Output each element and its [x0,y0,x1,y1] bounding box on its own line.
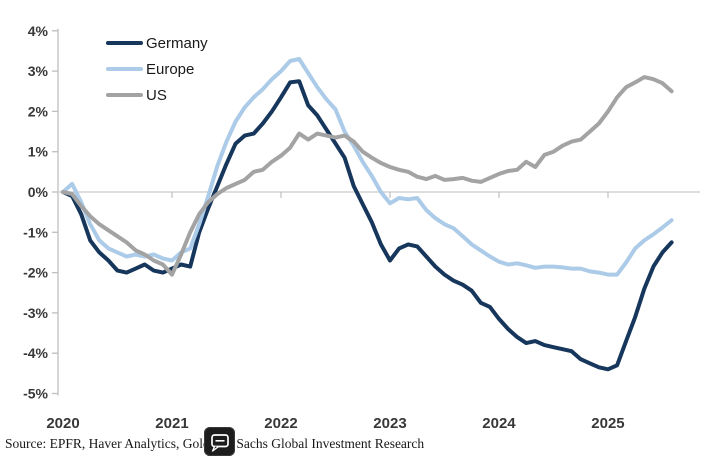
x-axis-label: 2025 [591,415,624,432]
y-axis-label: 3% [28,63,49,79]
y-axis-label: 1% [28,144,49,160]
x-axis-label: 2023 [373,415,406,432]
legend-label-europe: Europe [146,61,194,78]
legend-label-germany: Germany [146,35,208,52]
legend-item-europe: Europe [106,61,194,78]
y-axis: 4% 3% 2% 1% 0% -1% -2% -3% -4% -5% [23,23,59,402]
europe-line [61,57,674,277]
y-axis-label: 2% [28,103,49,119]
x-axis-label: 2022 [264,415,297,432]
legend: Germany Europe US [106,35,208,104]
y-axis-label: 0% [28,184,49,200]
y-axis-label: 4% [28,23,49,39]
germany-line [61,79,674,372]
x-axis-label: 2021 [155,415,188,432]
y-axis-label: -5% [23,386,48,402]
y-axis-label: -4% [23,345,48,361]
comment-bubble-glyph [211,434,229,452]
zero-gridline: 2020 2021 2022 2023 2024 2025 [46,191,700,432]
us-line [61,75,674,277]
legend-item-germany: Germany [106,35,208,52]
y-axis-label: -1% [23,224,48,240]
x-axis-label: 2024 [482,415,516,432]
y-axis-label: -3% [23,305,48,321]
comment-icon[interactable] [204,427,235,456]
legend-label-us: US [146,87,167,104]
y-axis-label: -2% [23,265,48,281]
x-axis-label: 2020 [46,415,79,432]
source-text: Source: EPFR, Haver Analytics, Goldman S… [5,436,425,451]
chart-canvas: 4%3%2%1%0%-1%-2%-3%-4%-5%2020 2021 2022 202… [23,23,700,432]
legend-item-us: US [106,87,167,104]
